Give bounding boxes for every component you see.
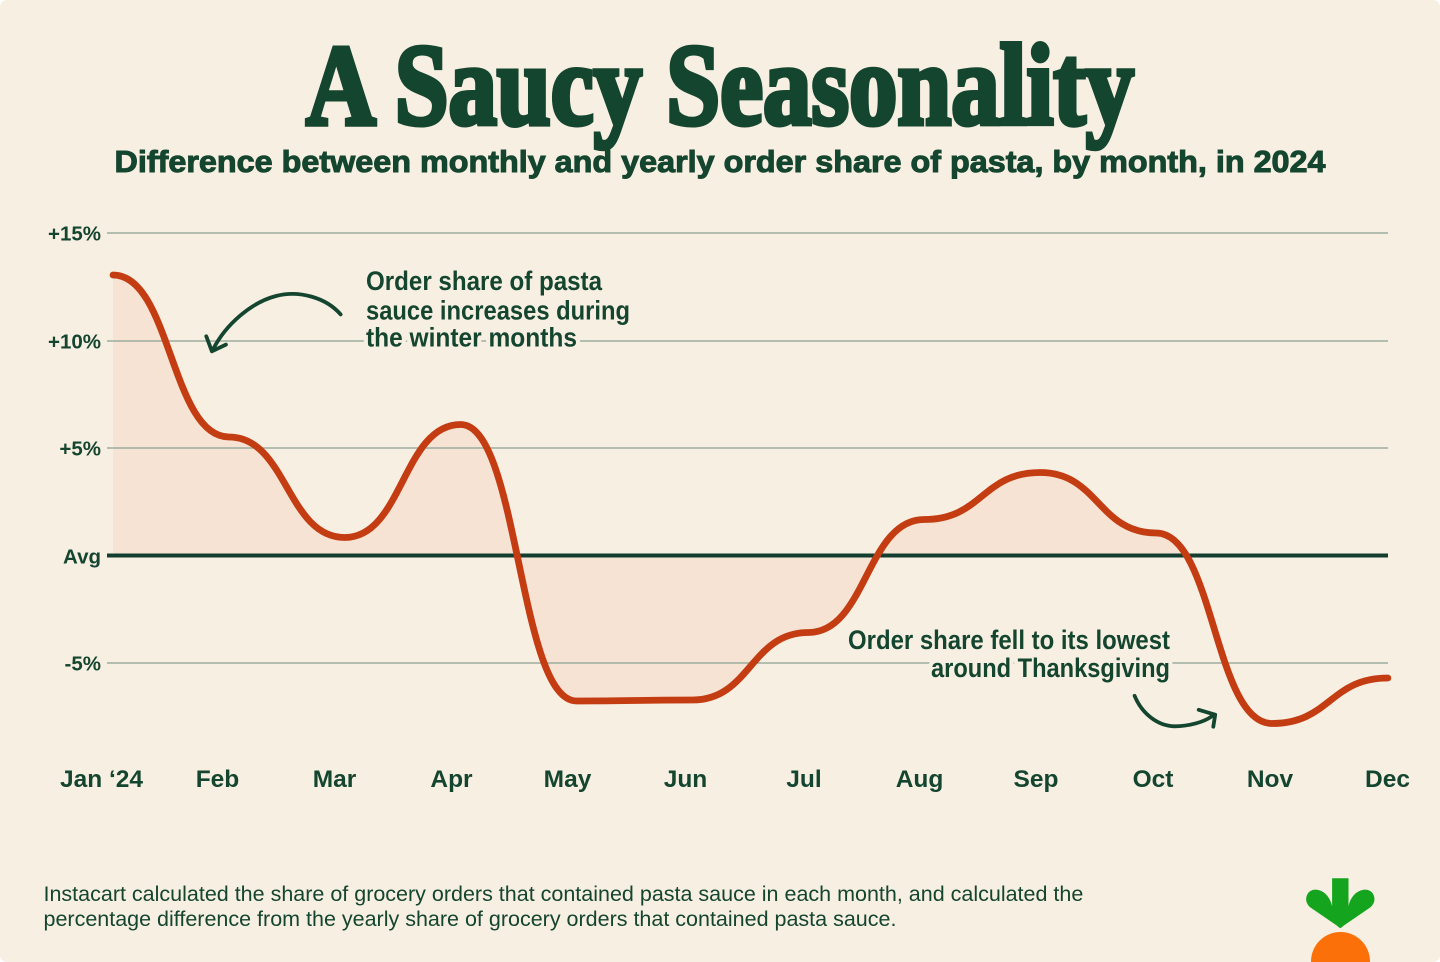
- svg-text:Apr: Apr: [430, 766, 473, 793]
- svg-text:Instacart calculated the share: Instacart calculated the share of grocer…: [44, 882, 1084, 906]
- svg-text:Feb: Feb: [196, 766, 240, 793]
- svg-text:the winter months: the winter months: [366, 323, 577, 353]
- svg-text:Jul: Jul: [786, 766, 821, 793]
- svg-text:+10%: +10%: [48, 330, 101, 353]
- svg-text:May: May: [544, 766, 592, 793]
- svg-text:Order share of pasta: Order share of pasta: [366, 266, 602, 296]
- svg-text:Order share fell to its lowest: Order share fell to its lowest: [848, 625, 1170, 655]
- svg-text:Jan ‘24: Jan ‘24: [60, 766, 143, 793]
- svg-text:+5%: +5%: [59, 437, 101, 460]
- svg-text:Jun: Jun: [664, 766, 708, 793]
- svg-text:Difference between monthly and: Difference between monthly and yearly or…: [115, 144, 1327, 179]
- svg-text:Avg: Avg: [63, 545, 101, 568]
- svg-text:sauce increases during: sauce increases during: [366, 296, 630, 326]
- svg-text:around Thanksgiving: around Thanksgiving: [931, 653, 1170, 683]
- svg-text:Mar: Mar: [313, 766, 357, 793]
- svg-text:Sep: Sep: [1014, 766, 1059, 793]
- svg-text:Nov: Nov: [1247, 766, 1294, 793]
- svg-text:-5%: -5%: [65, 652, 101, 675]
- svg-text:percentage difference from the: percentage difference from the yearly sh…: [44, 907, 897, 931]
- svg-text:Dec: Dec: [1365, 766, 1410, 793]
- svg-text:A Saucy Seasonality: A Saucy Seasonality: [306, 22, 1134, 149]
- svg-text:Oct: Oct: [1133, 766, 1174, 793]
- svg-text:+15%: +15%: [48, 222, 101, 245]
- svg-text:Aug: Aug: [896, 766, 944, 793]
